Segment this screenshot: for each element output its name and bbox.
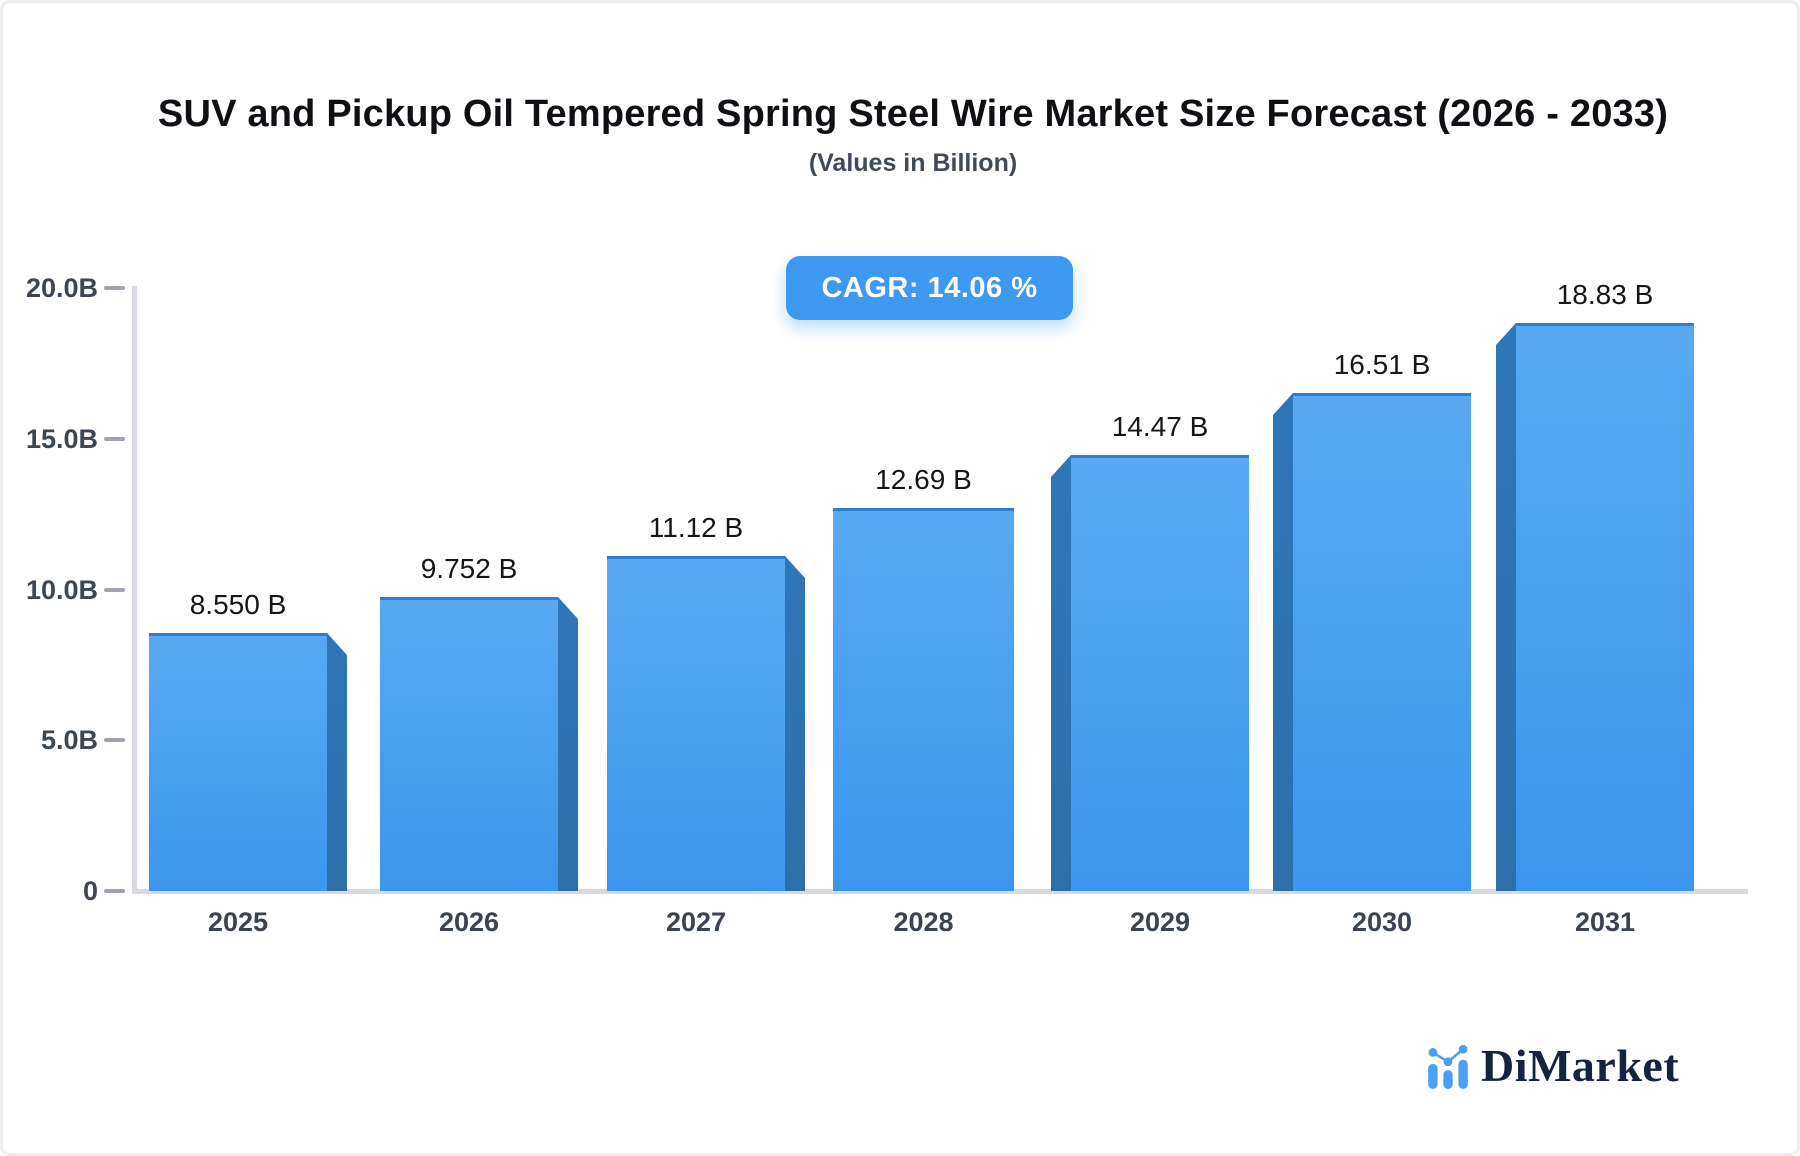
x-axis-tick-label: 2028 [893,907,954,937]
bar-3d-side [1051,455,1071,891]
bar-face [149,633,327,891]
bar-face [380,597,558,891]
x-axis-tick-label: 2025 [207,907,269,937]
cagr-badge-label: CAGR: 14.06 % [821,271,1038,304]
bar-face [1516,323,1694,891]
bar-value-label: 9.752 B [420,553,518,584]
y-axis-tick-mark [104,286,125,290]
y-axis-tick-label: 10.0B [25,575,98,605]
bar-value-label: 14.47 B [1111,411,1209,442]
y-axis-tick-mark [104,588,125,592]
page-title: SUV and Pickup Oil Tempered Spring Steel… [157,93,1669,135]
bar-2031 [1496,323,1694,891]
x-axis-tick-label: 2027 [665,907,727,937]
bar-face [1071,455,1249,891]
bar-face [607,556,785,891]
bar-face [833,508,1014,891]
bar-2029 [1051,455,1249,891]
bar-value-label: 18.83 B [1556,279,1654,310]
bar-chart-logo-icon [1428,1044,1468,1089]
y-axis-tick-label: 5.0B [40,725,98,755]
bar-face [1293,393,1471,891]
cagr-badge: CAGR: 14.06 % [786,256,1073,320]
x-axis-tick-label: 2029 [1129,907,1191,937]
y-axis-tick-label: 15.0B [25,424,98,454]
x-axis-tick-label: 2030 [1351,907,1413,937]
bar-3d-side [558,597,578,891]
bar-3d-side [1273,393,1293,891]
brand-logo: DiMarket [1427,1039,1679,1092]
bar-2030 [1273,393,1471,891]
y-axis-tick-mark [104,437,125,441]
bar-2025 [149,633,347,891]
bar-3d-side [1496,323,1516,891]
bar-3d-side [785,556,805,891]
brand-name: DiMarket [1481,1040,1680,1091]
y-axis-tick-mark [104,738,125,742]
bar-value-label: 12.69 B [875,464,972,495]
y-axis-tick-label: 0 [82,876,98,906]
bar-value-label: 8.550 B [189,589,287,620]
x-axis-baseline [132,889,1748,894]
bar-value-label: 11.12 B [648,512,744,543]
bar-2028 [833,508,1014,891]
bar-3d-side [327,633,347,891]
x-axis-tick-label: 2026 [438,907,500,937]
y-axis-line [132,286,137,891]
x-axis-tick-label: 2031 [1574,907,1636,937]
bar-value-label: 16.51 B [1333,349,1431,380]
bar-2026 [380,597,578,891]
bar-2027 [607,556,805,891]
y-axis-tick-mark [104,889,125,893]
page-subtitle: (Values in Billion) [808,149,1018,177]
y-axis-tick-label: 20.0B [25,273,98,303]
